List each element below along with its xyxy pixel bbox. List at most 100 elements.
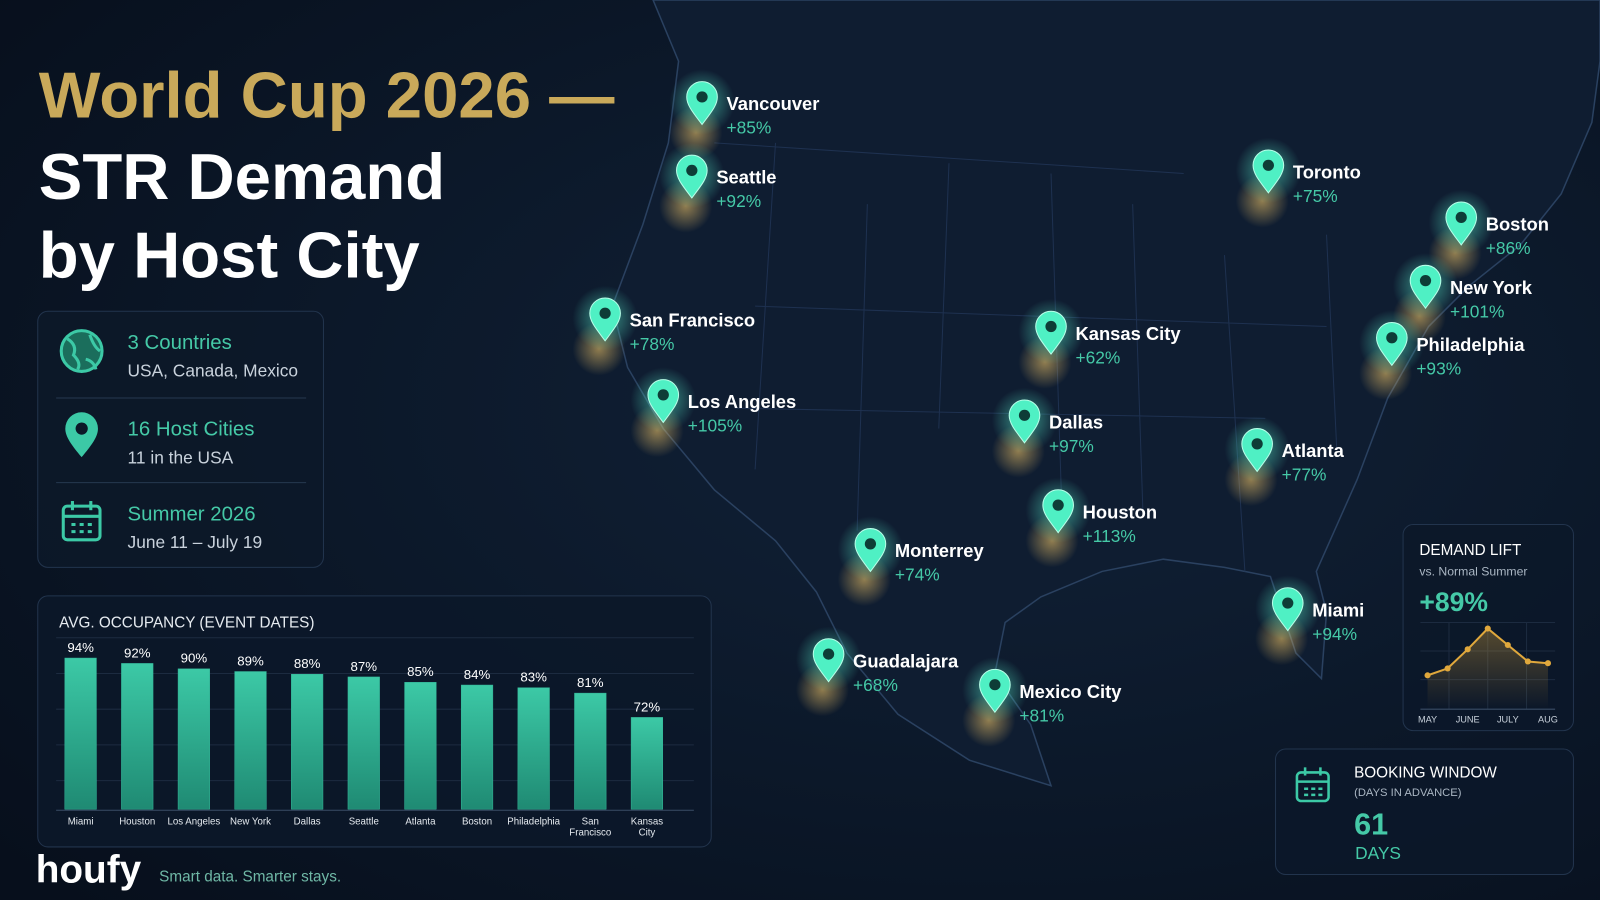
city-name: New York (1450, 277, 1533, 298)
city-name: Mexico City (1019, 681, 1122, 702)
x-tick-label: JUNE (1456, 714, 1480, 724)
city-name: San Francisco (630, 310, 756, 331)
map-pin (1042, 489, 1074, 534)
card-title: DEMAND LIFT (1419, 542, 1521, 559)
city-name: Guadalajara (853, 650, 959, 671)
stat-detail: USA, Canada, Mexico (128, 361, 298, 381)
pin-hole (1455, 211, 1467, 223)
value-label: 87% (351, 659, 378, 674)
bar (460, 684, 494, 810)
pin-hole (696, 91, 708, 103)
bar (234, 671, 267, 810)
city-lift: +75% (1293, 186, 1338, 206)
x-tick-label: Atlanta (405, 816, 436, 827)
pin-hole (989, 679, 1001, 691)
label-line: San (582, 816, 599, 827)
x-tick-label: Philadelphia (507, 816, 560, 827)
pin-hole (1262, 159, 1274, 171)
map-pin (1376, 322, 1408, 367)
bar (64, 657, 97, 810)
city-name: Toronto (1293, 162, 1361, 183)
x-tick-label: Seattle (349, 816, 379, 827)
brand-tagline: Smart data. Smarter stays. (159, 869, 341, 886)
city-name: Seattle (716, 167, 776, 188)
x-tick-label: JULY (1497, 714, 1519, 724)
line-point (1424, 672, 1431, 679)
x-tick-label: Boston (462, 816, 492, 827)
map-pin (1008, 399, 1041, 444)
map-pin (979, 668, 1011, 714)
value-label: 85% (407, 664, 434, 679)
city-name: Dallas (1049, 412, 1103, 433)
map-pin (686, 81, 718, 126)
x-tick-label: Houston (119, 816, 155, 827)
stats-panel (37, 310, 324, 568)
city-name: Philadelphia (1416, 334, 1525, 355)
pin-hole (1419, 275, 1432, 287)
city-lift: +113% (1083, 526, 1136, 546)
map-pin (1241, 428, 1273, 473)
city-name: Vancouver (727, 93, 820, 114)
pin-hole (1052, 499, 1064, 511)
city-name: Kansas City (1076, 323, 1182, 344)
bar (347, 676, 380, 810)
pin-hole (1045, 320, 1057, 333)
title-line: World Cup 2026 — (39, 58, 615, 131)
pin-hole (686, 164, 698, 177)
x-tick-label: New York (230, 816, 271, 827)
bar (630, 717, 664, 810)
city-lift: +74% (895, 565, 940, 585)
city-name: Miami (1312, 599, 1364, 620)
x-tick-label: Kansas City (631, 816, 663, 838)
label-line: Kansas (631, 816, 663, 827)
city-lift: +68% (853, 675, 898, 695)
globe-icon (59, 329, 104, 373)
line-point (1524, 658, 1531, 665)
value-label: 94% (67, 640, 94, 655)
city-lift: +105% (688, 416, 742, 436)
title-line: by Host City (39, 219, 420, 292)
city-lift: +101% (1450, 301, 1504, 321)
stat-title: 16 Host Cities (128, 419, 255, 441)
city-lift: +86% (1486, 238, 1531, 258)
pin-hole (1251, 438, 1263, 450)
city-lift: +85% (727, 118, 772, 138)
map-pin (676, 154, 708, 199)
map-pin (812, 638, 845, 683)
value-label: 83% (520, 670, 547, 685)
map-pin (647, 379, 680, 424)
bar (177, 668, 210, 810)
x-tick-label: MAY (1418, 714, 1437, 724)
calendar-icon (61, 501, 102, 542)
city-name: Monterrey (895, 540, 985, 561)
card-value: 61 (1354, 808, 1388, 842)
card-unit: DAYS (1355, 843, 1401, 863)
bar (404, 682, 437, 810)
pin-hole (1018, 409, 1031, 421)
pin-hole (657, 389, 669, 401)
bar (574, 692, 607, 810)
bar (121, 663, 154, 810)
map-layer (572, 69, 1494, 747)
value-label: 92% (124, 645, 151, 660)
city-lift: +97% (1049, 436, 1094, 456)
stat-title: Summer 2026 (128, 503, 256, 525)
map-pin (1252, 149, 1285, 194)
label-line: City (639, 828, 656, 839)
city-lift: +93% (1416, 358, 1461, 378)
line-point (1504, 641, 1511, 649)
value-label: 84% (464, 667, 491, 682)
x-tick-label: AUG (1538, 714, 1558, 724)
pin-hole (1282, 597, 1294, 609)
line-point (1544, 660, 1552, 667)
pin-icon (65, 412, 98, 458)
value-label: 81% (577, 675, 604, 690)
label-line: Francisco (569, 828, 611, 839)
x-tick-label: Miami (68, 816, 94, 827)
bar (291, 673, 324, 810)
calendar-icon (1295, 767, 1330, 803)
map-pin (1271, 587, 1304, 632)
value-label: 88% (294, 656, 321, 671)
line-point (1464, 646, 1471, 653)
value-label: 90% (181, 651, 208, 666)
